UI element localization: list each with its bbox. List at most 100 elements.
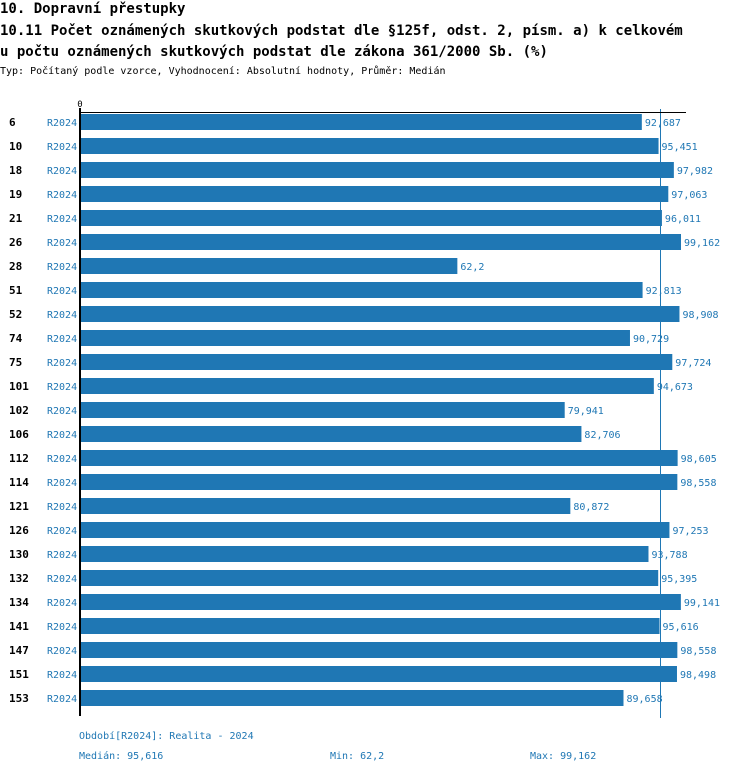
series-label: R2024	[47, 694, 77, 705]
bar	[81, 642, 678, 658]
value-label: 79,941	[568, 406, 604, 417]
footer-max: Max: 99,162	[530, 751, 597, 762]
series-label: R2024	[47, 310, 77, 321]
bar	[81, 426, 582, 442]
value-label: 98,605	[681, 454, 717, 465]
value-label: 97,063	[671, 190, 707, 201]
footer-median: Medián: 95,616	[79, 751, 164, 762]
value-label: 92,687	[645, 118, 681, 129]
bar	[81, 234, 681, 250]
value-label: 98,498	[680, 670, 716, 681]
series-label: R2024	[47, 166, 77, 177]
value-label: 90,729	[633, 334, 669, 345]
bar	[81, 450, 678, 466]
value-label: 99,162	[684, 238, 720, 249]
category-label: 10	[9, 140, 22, 153]
section-title: 10. Dopravní přestupky	[0, 1, 186, 17]
bar	[81, 402, 565, 418]
bar	[81, 258, 458, 274]
value-label: 98,558	[680, 646, 716, 657]
category-label: 51	[9, 284, 23, 297]
category-label: 18	[9, 164, 22, 177]
series-label: R2024	[47, 622, 77, 633]
bar	[81, 474, 678, 490]
value-label: 96,011	[665, 214, 701, 225]
value-label: 92,813	[646, 286, 682, 297]
chart-title-line-1: 10.11 Počet oznámených skutkových podsta…	[0, 23, 683, 39]
chart-title-line-2: u počtu oznámených skutkových podstat dl…	[0, 44, 548, 60]
bar	[81, 522, 670, 538]
series-label: R2024	[47, 238, 77, 249]
category-label: 147	[9, 644, 29, 657]
category-label: 101	[9, 380, 29, 393]
value-label: 80,872	[573, 502, 609, 513]
category-label: 134	[9, 596, 29, 609]
category-label: 121	[9, 500, 29, 513]
bars-layer: 6 R2024 92,687 10 R2024 95,451 18 R2024 97,982 19…	[9, 114, 720, 706]
series-label: R2024	[47, 646, 77, 657]
value-label: 94,673	[657, 382, 693, 393]
series-label: R2024	[47, 142, 77, 153]
series-label: R2024	[47, 550, 77, 561]
value-label: 89,658	[626, 694, 662, 705]
footer-min: Min: 62,2	[330, 751, 385, 762]
series-label: R2024	[47, 334, 77, 345]
bar	[81, 114, 642, 130]
series-label: R2024	[47, 214, 77, 225]
value-label: 62,2	[460, 262, 484, 273]
value-label: 98,558	[680, 478, 716, 489]
category-label: 6	[9, 116, 16, 129]
bar	[81, 306, 680, 322]
category-label: 114	[9, 476, 29, 489]
series-label: R2024	[47, 526, 77, 537]
category-label: 102	[9, 404, 29, 417]
category-label: 52	[9, 308, 22, 321]
chart-subtitle: Typ: Počítaný podle vzorce, Vyhodnocení:…	[0, 66, 446, 77]
bar	[81, 594, 681, 610]
series-label: R2024	[47, 598, 77, 609]
series-label: R2024	[47, 406, 77, 417]
series-label: R2024	[47, 382, 77, 393]
bar	[81, 354, 673, 370]
value-label: 93,788	[651, 550, 687, 561]
series-label: R2024	[47, 478, 77, 489]
series-label: R2024	[47, 358, 77, 369]
bar	[81, 666, 677, 682]
bar	[81, 498, 571, 514]
series-label: R2024	[47, 670, 77, 681]
axis-zero-label: 0	[77, 100, 82, 110]
series-label: R2024	[47, 262, 77, 273]
series-label: R2024	[47, 430, 77, 441]
series-label: R2024	[47, 118, 77, 129]
bar	[81, 282, 643, 298]
value-label: 95,395	[661, 574, 697, 585]
category-label: 153	[9, 692, 29, 705]
category-label: 19	[9, 188, 22, 201]
bar	[81, 210, 662, 226]
category-label: 141	[9, 620, 29, 633]
bar	[81, 618, 660, 634]
bar	[81, 186, 669, 202]
category-label: 112	[9, 452, 29, 465]
category-label: 75	[9, 356, 22, 369]
value-label: 97,724	[675, 358, 711, 369]
category-label: 106	[9, 428, 29, 441]
category-label: 28	[9, 260, 22, 273]
series-label: R2024	[47, 574, 77, 585]
bar	[81, 138, 659, 154]
value-label: 95,616	[663, 622, 699, 633]
category-label: 130	[9, 548, 29, 561]
series-label: R2024	[47, 502, 77, 513]
value-label: 97,253	[672, 526, 708, 537]
bar	[81, 570, 659, 586]
category-label: 26	[9, 236, 23, 249]
category-label: 74	[9, 332, 23, 345]
category-label: 132	[9, 572, 29, 585]
series-label: R2024	[47, 286, 77, 297]
series-label: R2024	[47, 190, 77, 201]
bar	[81, 162, 674, 178]
bar	[81, 330, 630, 346]
value-label: 95,451	[662, 142, 698, 153]
value-label: 98,908	[682, 310, 718, 321]
category-label: 126	[9, 524, 29, 537]
